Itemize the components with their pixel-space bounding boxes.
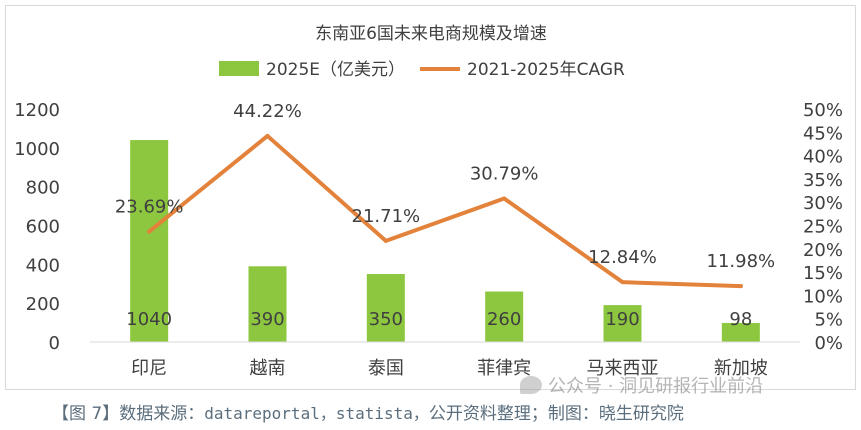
right-tick-label: 20% [803, 240, 843, 261]
cagr-point [502, 196, 507, 201]
wechat-icon [520, 376, 542, 394]
left-axis-ticks: 0 200 400 600 800 1000 1200 [14, 100, 60, 354]
right-tick-label: 45% [803, 123, 843, 144]
combo-chart: 东南亚6国未来电商规模及增速 2025E（亿美元） 2021-2025年CAGR… [14, 24, 843, 379]
left-tick-label: 1000 [14, 139, 60, 160]
right-tick-label: 15% [803, 263, 843, 284]
right-tick-label: 40% [803, 147, 843, 168]
cagr-value-label: 30.79% [470, 164, 539, 185]
watermark-text: 公众号 · 洞见研报行业前沿 [548, 376, 764, 397]
left-tick-label: 600 [26, 217, 60, 238]
bar-value-label: 1040 [126, 309, 172, 330]
figure-caption: 【图 7】数据来源：datareportal，statista，公开资料整理；制… [52, 399, 684, 424]
cagr-value-label: 11.98% [707, 251, 776, 272]
category-label: 泰国 [368, 358, 404, 379]
legend-line-label: 2021-2025年CAGR [467, 60, 625, 80]
caption-suffix: 公开资料整理；制图：晓生研究院 [428, 404, 684, 424]
right-tick-label: 50% [803, 100, 843, 121]
legend: 2025E（亿美元） 2021-2025年CAGR [219, 60, 625, 80]
bar-value-label: 98 [729, 309, 752, 330]
right-tick-label: 35% [803, 170, 843, 191]
right-axis-ticks: 0%5% 10%15%20%25% 30%35%40% 45%50% [803, 100, 843, 354]
bar [485, 291, 524, 342]
right-tick-label: 25% [803, 217, 843, 238]
right-tick-label: 5% [814, 310, 843, 331]
caption-prefix: 【图 7】数据来源： [52, 404, 205, 424]
cagr-line [147, 133, 743, 289]
bar [248, 266, 287, 342]
cagr-value-label: 23.69% [115, 197, 184, 218]
bar [721, 322, 760, 342]
right-tick-label: 0% [814, 333, 843, 354]
bar-value-label: 190 [605, 309, 639, 330]
legend-bar-swatch [219, 61, 259, 76]
cagr-point [383, 238, 388, 243]
bar [366, 274, 405, 342]
cagr-point [620, 280, 625, 285]
category-label: 菲律宾 [477, 358, 531, 379]
cagr-value-label: 12.84% [588, 247, 657, 268]
cagr-point [738, 284, 743, 289]
caption-sources: datareportal，statista， [204, 404, 429, 423]
bar-value-label: 260 [487, 309, 521, 330]
bar-value-label: 350 [369, 309, 403, 330]
bar-value-label: 390 [250, 309, 284, 330]
left-tick-label: 400 [26, 255, 60, 276]
cagr-value-label: 44.22% [233, 101, 302, 122]
left-tick-label: 0 [49, 333, 60, 354]
left-tick-label: 800 [26, 178, 60, 199]
left-tick-label: 200 [26, 294, 60, 315]
bar-series: 1040 390 350 260 190 98 [126, 140, 760, 342]
chart-title: 东南亚6国未来电商规模及增速 [315, 24, 547, 44]
category-label: 马来西亚 [587, 358, 659, 379]
cagr-point [265, 133, 270, 138]
right-tick-label: 30% [803, 193, 843, 214]
left-tick-label: 1200 [14, 100, 60, 121]
legend-bar-label: 2025E（亿美元） [266, 60, 405, 80]
category-label: 新加坡 [714, 358, 768, 379]
bar [130, 140, 169, 342]
watermark: 公众号 · 洞见研报行业前沿 [520, 372, 763, 398]
cagr-value-label: 21.71% [352, 206, 421, 227]
category-label: 越南 [250, 358, 286, 379]
line-series: 23.69% 44.22% 21.71% 30.79% 12.84% 11.98% [115, 101, 776, 289]
x-axis: 印尼 越南 泰国 菲律宾 马来西亚 新加坡 [90, 341, 800, 379]
category-label: 印尼 [131, 358, 167, 379]
right-tick-label: 10% [803, 286, 843, 307]
bar [603, 305, 642, 342]
cagr-point [147, 229, 152, 234]
